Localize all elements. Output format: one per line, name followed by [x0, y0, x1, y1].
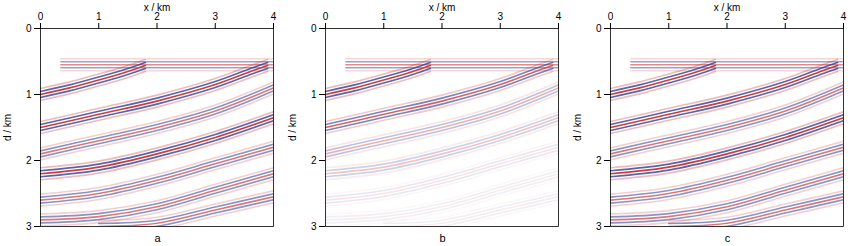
svg-text:3: 3: [26, 221, 32, 232]
svg-text:d / km: d / km: [2, 114, 13, 141]
svg-text:d / km: d / km: [287, 114, 298, 141]
svg-text:d / km: d / km: [572, 114, 583, 141]
html-text:c: c: [724, 232, 731, 244]
svg-text:0: 0: [311, 23, 317, 34]
svg-text:2: 2: [439, 10, 445, 22]
svg-text:3: 3: [311, 221, 317, 232]
svg-text:3: 3: [497, 11, 503, 22]
svg-text:4: 4: [271, 11, 277, 22]
svg-text:2: 2: [26, 155, 32, 166]
svg-text:0: 0: [38, 11, 44, 22]
svg-text:1: 1: [381, 11, 387, 22]
svg-text:0: 0: [608, 11, 614, 22]
svg-text:2: 2: [596, 155, 602, 166]
svg-text:4: 4: [556, 11, 562, 22]
svg-text:x / km: x / km: [714, 2, 741, 13]
svg-text:3: 3: [596, 221, 602, 232]
svg-text:1: 1: [596, 89, 602, 100]
svg-text:x / km: x / km: [144, 2, 171, 13]
svg-text:0: 0: [596, 23, 602, 34]
svg-text:x / km: x / km: [429, 2, 456, 13]
svg-text:3: 3: [782, 11, 788, 22]
html-text:a: a: [154, 232, 161, 244]
svg-text:2: 2: [154, 10, 160, 22]
svg-text:4: 4: [841, 11, 847, 22]
svg-text:1: 1: [26, 89, 32, 100]
svg-text:0: 0: [26, 23, 32, 34]
svg-text:0: 0: [323, 11, 329, 22]
svg-text:1: 1: [311, 89, 317, 100]
html-text:b: b: [439, 232, 446, 244]
svg-text:1: 1: [666, 11, 672, 22]
svg-text:1: 1: [96, 11, 102, 22]
svg-text:2: 2: [724, 10, 730, 22]
svg-text:3: 3: [212, 11, 218, 22]
svg-text:2: 2: [311, 155, 317, 166]
